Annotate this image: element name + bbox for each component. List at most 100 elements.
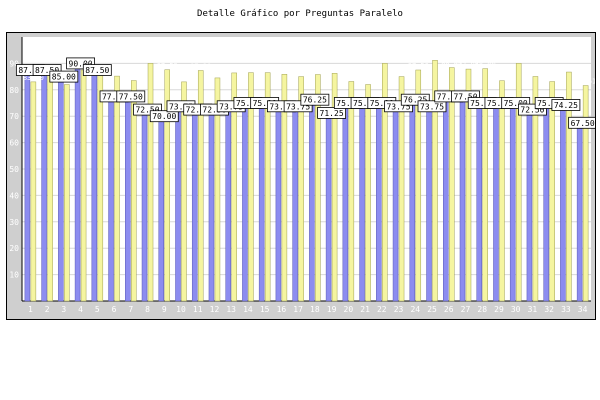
bar-series-a [225,106,231,302]
y-tick-label: 10 [9,271,19,280]
bar-series-a [476,102,482,302]
x-tick-label: 34 [578,305,588,314]
bar-series-b [549,81,555,302]
data-label-secondary: 85.87 [274,66,295,74]
data-label: 73.75 [420,102,444,111]
data-label: 74.25 [554,101,578,110]
data-label-box [66,57,95,70]
bar-series-a [258,102,265,302]
bar-series-a [426,106,432,302]
data-label: 76.25 [303,96,327,105]
bar-series-b [64,84,70,302]
data-label: 77.50 [119,92,143,101]
data-label-box [568,116,595,129]
y-tick-label: 70 [9,112,19,121]
x-tick-label: 13 [226,305,236,314]
bar-series-a [175,106,181,302]
data-label-box [32,64,62,76]
data-label: 75.00 [470,99,494,108]
bar-series-a [191,109,198,302]
data-label: 72.50 [520,106,544,115]
data-label: 73.75 [386,102,410,111]
bar-series-a [359,102,365,302]
data-label-secondary: 83.12 [542,74,563,82]
data-label: 67.50 [571,119,595,128]
bar-series-b [231,72,237,302]
bar-series-a [342,102,349,302]
data-label-box [317,107,347,119]
data-label-secondary: 85.00 [391,69,412,77]
bar-series-b [181,81,187,302]
data-label-box [149,110,179,123]
bar-series-b [566,71,572,302]
bar-series-a [392,106,399,302]
bar-series-b [515,63,522,302]
data-label-secondary: 87.30 [190,63,211,71]
x-tick-label: 22 [377,305,387,314]
data-label-secondary: 83.00 [173,74,194,82]
bar-series-a [526,109,533,302]
x-tick-label: 14 [243,305,253,314]
x-tick-label: 17 [293,305,303,314]
x-tick-label: 27 [461,305,471,314]
data-label-box [49,70,79,83]
data-label-box [283,100,313,113]
x-tick-label: 18 [310,305,320,314]
bar-series-b [382,63,388,302]
x-tick-label: 12 [210,305,220,314]
x-tick-label: 30 [511,305,521,314]
data-label-box [133,103,162,116]
data-label-box [518,103,547,116]
bar-series-a [292,106,298,302]
bar-series-a [74,63,81,302]
bar-series-b [97,71,104,302]
data-label-secondary: 86.39 [224,65,245,73]
bar-chart: 10203040506070809083.0087.0082.0087.5087… [9,37,595,314]
x-tick-label: 10 [176,305,186,314]
data-label: 75.00 [336,99,360,108]
x-tick-label: 11 [193,305,203,314]
bar-series-b [365,84,371,302]
data-label: 72.50 [186,106,210,115]
data-label: 75.00 [253,99,277,108]
data-label-secondary: 84.50 [207,70,228,78]
data-label: 72.50 [202,106,226,115]
data-label-secondary: 83.43 [491,73,512,81]
x-tick-label: 6 [112,305,117,314]
bar-series-a [91,69,98,302]
bar-series-b [281,74,288,302]
bar-series-a [141,109,148,302]
data-label-secondary: 91.16 [424,52,445,60]
bar-series-b [398,76,405,302]
bar-series-a [125,96,131,302]
x-tick-label: 20 [344,305,354,314]
bar-series-b [482,68,488,302]
data-label-secondary: 90.00 [140,55,161,63]
data-label-box [384,100,413,113]
x-tick-label: 32 [544,305,554,314]
data-label: 87.50 [85,66,109,75]
y-tick-label: 50 [9,165,19,174]
bar-series-b [499,80,505,302]
x-tick-label: 16 [277,305,287,314]
data-label-secondary: 81.61 [575,78,595,86]
data-label-box [400,93,430,106]
bar-series-b [465,68,472,302]
bar-series-b [348,81,355,302]
y-tick-label: 30 [9,218,19,227]
bar-series-b [298,76,304,302]
bar-series-b [315,74,321,302]
data-label-secondary: 85.78 [307,67,328,75]
data-label: 87.50 [18,66,42,75]
data-label-secondary: 87.84 [458,61,479,69]
x-tick-label: 8 [145,305,150,314]
data-label-box [451,90,480,103]
data-label: 73.75 [286,102,310,111]
bar-series-a [309,99,315,302]
data-label-secondary: 83.50 [123,73,144,81]
data-label-secondary: 90.00 [374,55,395,63]
data-label: 85.00 [52,73,76,82]
data-label-secondary: 86.24 [324,65,345,73]
bar-series-a [376,102,382,302]
bar-series-a [108,96,114,302]
